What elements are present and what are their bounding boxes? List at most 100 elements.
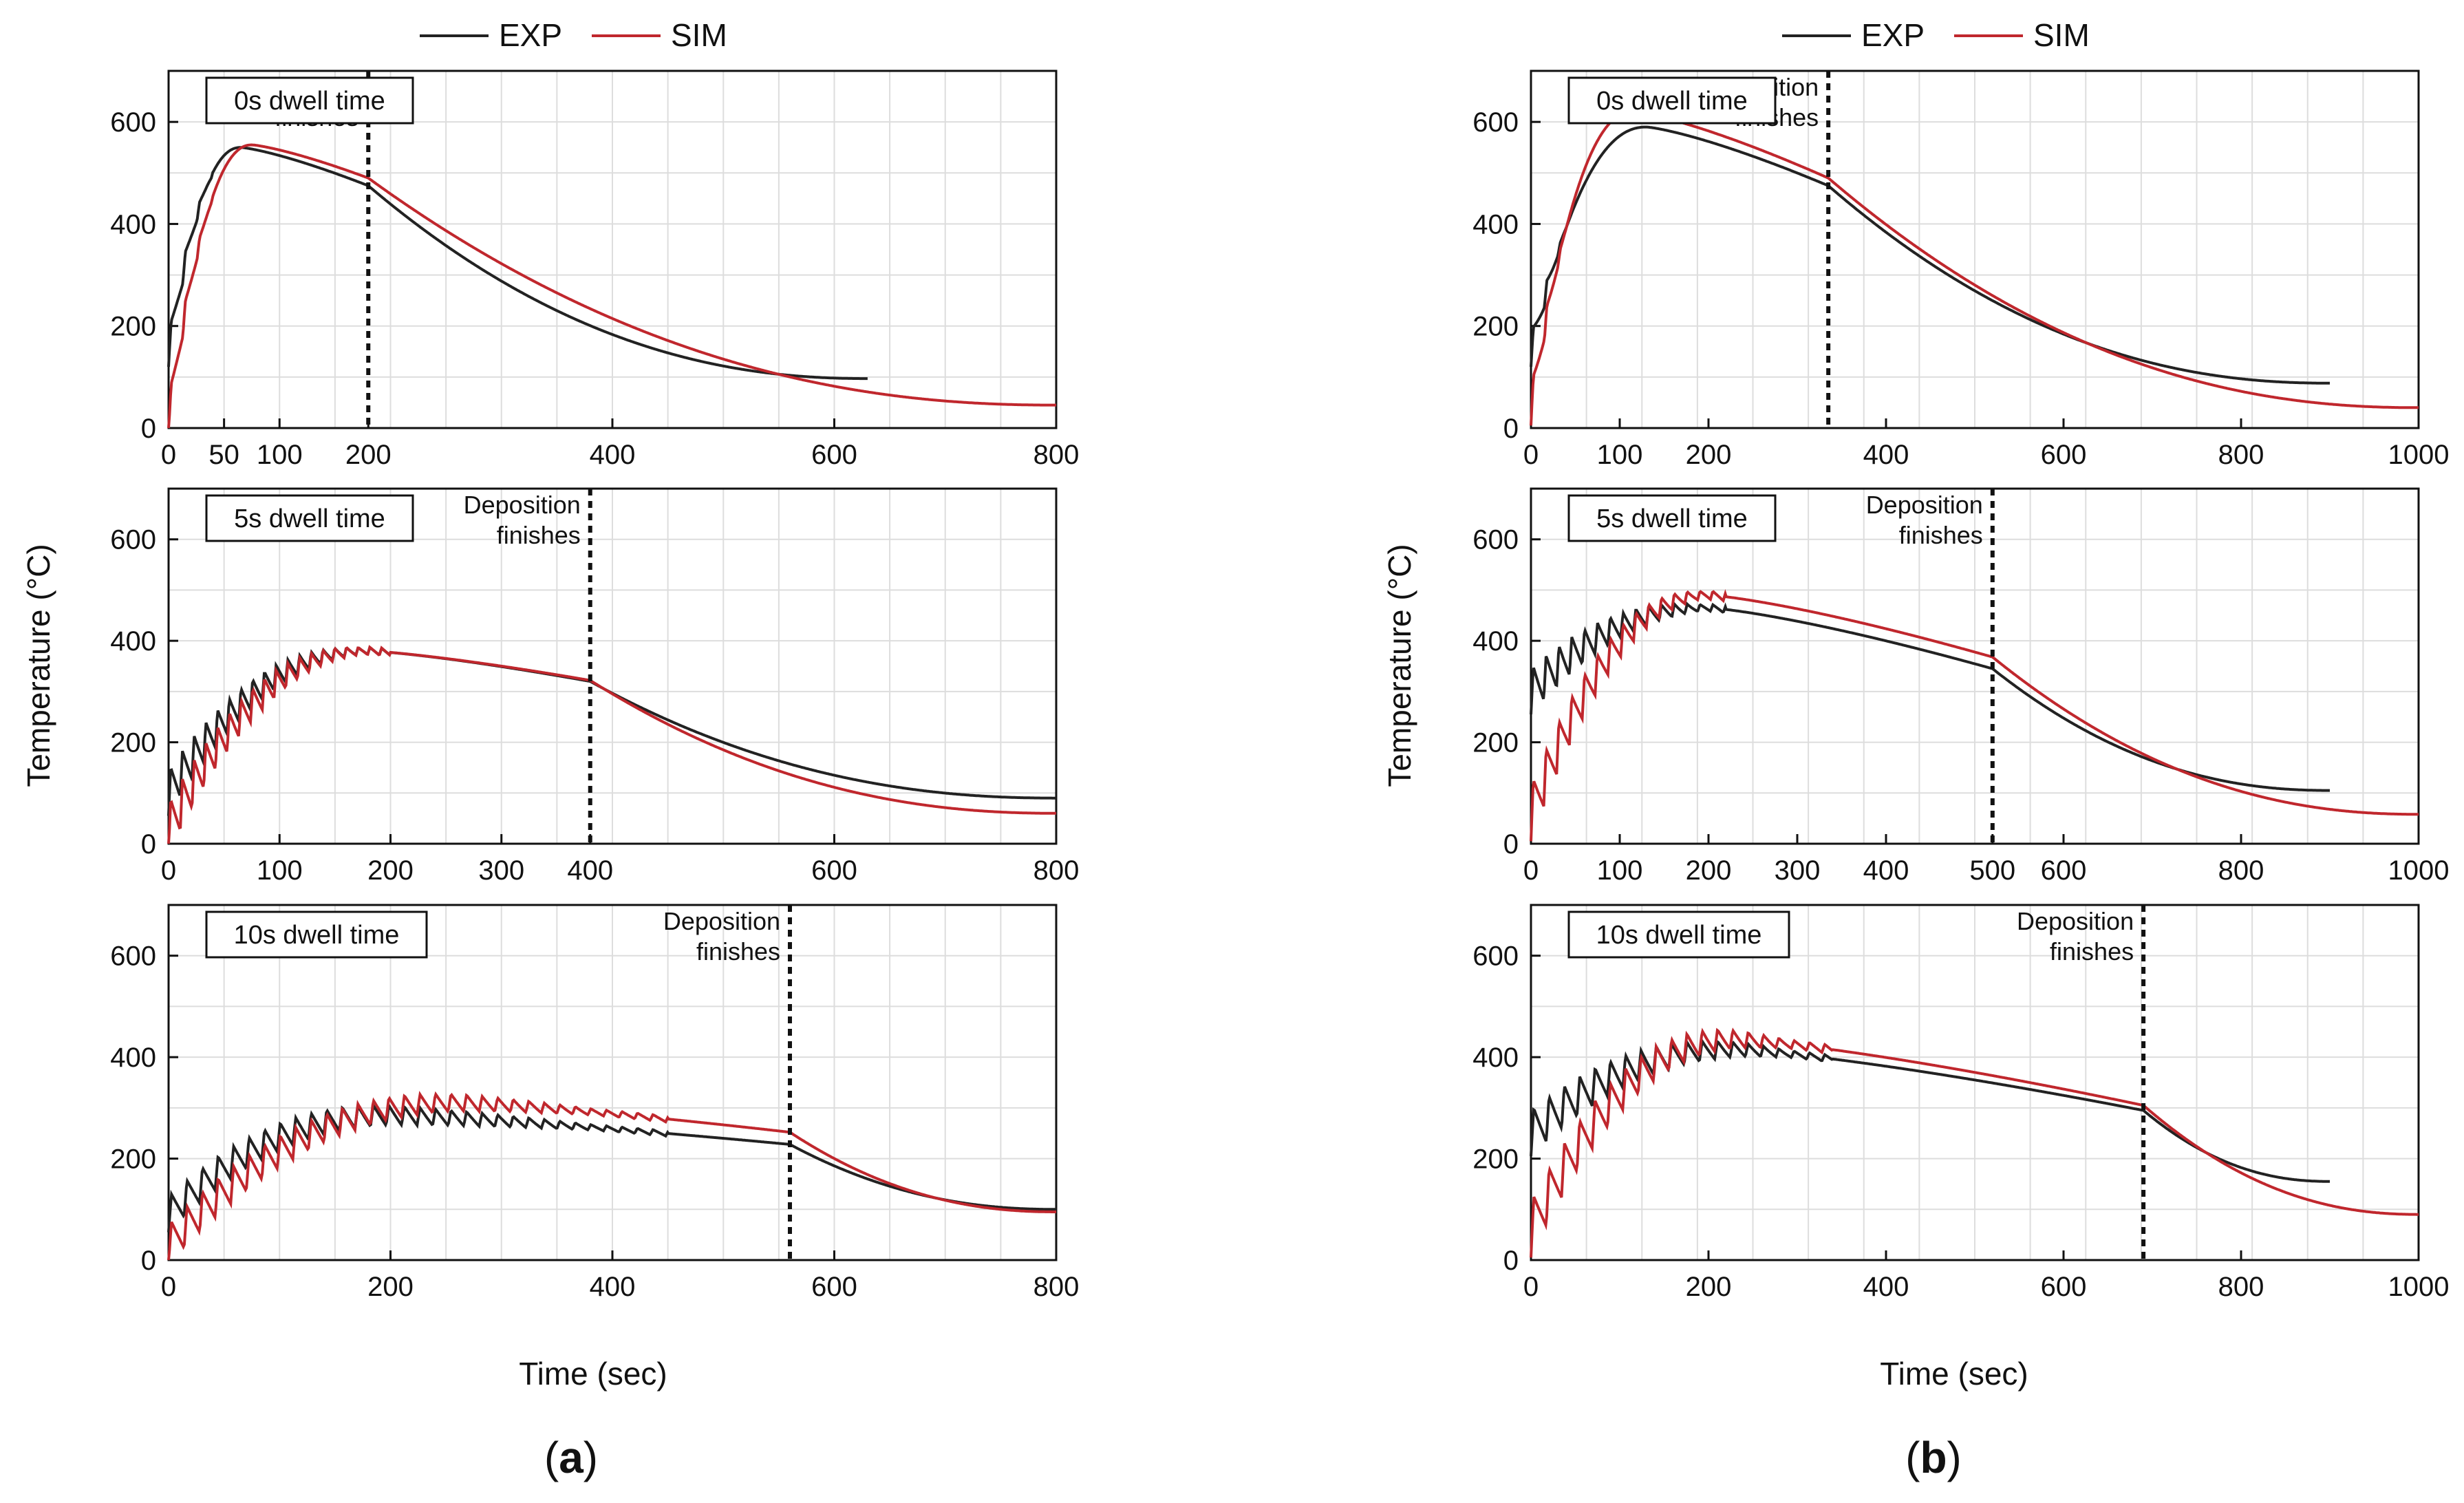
x-tick-label: 1000	[2388, 855, 2450, 886]
series-exp-line	[167, 1102, 1056, 1233]
deposition-annotation-line1: Deposition	[2017, 907, 2134, 935]
subplot-b-2: 0 200 400 600 0 200 400 600 800 1000 Depositionfin…	[1472, 904, 2450, 1302]
x-tick-label: 800	[1033, 1272, 1080, 1302]
x-tick-label: 200	[1686, 440, 1732, 470]
y-tick-label: 200	[110, 1144, 156, 1175]
x-tick-label: 0	[161, 440, 176, 470]
y-tick-label: 0	[1503, 1246, 1519, 1276]
panel-caption-a: (a)	[544, 1433, 598, 1482]
axes-frame	[167, 487, 1058, 845]
y-tick-label: 600	[110, 941, 156, 972]
dwell-time-label: 10s dwell time	[205, 910, 428, 959]
legend-b: EXP SIM	[1782, 17, 2090, 53]
x-tick-label: 300	[478, 855, 524, 886]
dwell-time-label: 5s dwell time	[1567, 494, 1777, 542]
y-tick-label: 400	[110, 1043, 156, 1073]
dwell-time-box	[1567, 494, 1777, 542]
dwell-time-label: 5s dwell time	[205, 494, 414, 542]
series-sim-line	[167, 1091, 1056, 1261]
legend-a: EXP SIM	[420, 17, 727, 53]
x-tick-label: 200	[345, 440, 392, 470]
x-tick-label: 200	[367, 1272, 414, 1302]
series-sim-line	[167, 143, 1056, 429]
dwell-time-text: 5s dwell time	[234, 504, 385, 533]
series-exp-line	[1530, 125, 2330, 385]
panel-caption-letter: a	[559, 1433, 583, 1482]
y-tick-label: 0	[141, 829, 156, 860]
x-tick-label: 400	[567, 855, 613, 886]
dwell-time-box	[1567, 910, 1790, 959]
dwell-time-text: 10s dwell time	[1596, 921, 1762, 950]
series-exp-line	[1530, 1037, 2330, 1183]
x-tick-label: 0	[1523, 855, 1539, 886]
subplot-a-0: 0200400600050100200400600800Depositionfi…	[110, 70, 1080, 470]
x-tick-label: 800	[1033, 855, 1080, 886]
y-tick-label: 200	[1472, 1144, 1519, 1175]
x-tick-label: 0	[161, 1272, 176, 1302]
grid	[1531, 71, 2419, 428]
y-tick-label: 600	[110, 107, 156, 138]
x-tick-label: 400	[1863, 440, 1909, 470]
dwell-time-box	[205, 494, 414, 542]
axes-frame	[1530, 487, 2420, 845]
subplot-b-0: 020040060001002004006008001000Deposition…	[1472, 70, 2449, 470]
series-exp-line	[167, 146, 868, 381]
y-axis-title-a: Temperature (°C)	[21, 544, 56, 787]
x-tick-label: 1000	[2388, 1272, 2450, 1302]
dwell-time-text: 0s dwell time	[234, 87, 385, 116]
y-tick-label: 0	[1503, 414, 1519, 444]
x-tick-label: 600	[811, 855, 857, 886]
deposition-annotation-line2: finishes	[696, 937, 780, 966]
y-tick-label: 200	[1472, 312, 1519, 342]
legend-sim-label: SIM	[671, 17, 727, 53]
axes-frame	[1530, 70, 2420, 429]
x-tick-label: 100	[257, 855, 303, 886]
dwell-time-label: 0s dwell time	[1567, 76, 1777, 125]
legend-sim-label: SIM	[2033, 17, 2090, 53]
y-tick-label: 400	[1472, 626, 1519, 657]
x-tick-label: 500	[1969, 855, 2015, 886]
x-tick-label: 300	[1775, 855, 1821, 886]
x-tick-label: 600	[811, 1272, 857, 1302]
x-tick-label: 800	[2218, 1272, 2264, 1302]
y-axis-title-b: Temperature (°C)	[1382, 544, 1417, 787]
x-tick-label: 400	[590, 1272, 636, 1302]
x-axis-title-b: Time (sec)	[1880, 1356, 2028, 1392]
x-tick-label: 400	[590, 440, 636, 470]
y-tick-label: 600	[1472, 525, 1519, 555]
x-tick-label: 400	[1863, 1272, 1909, 1302]
dwell-time-box	[205, 76, 414, 125]
deposition-annotation-line1: Deposition	[464, 491, 581, 519]
dwell-time-text: 10s dwell time	[234, 921, 400, 950]
x-tick-label: 800	[1033, 440, 1080, 470]
dwell-time-label: 10s dwell time	[1567, 910, 1790, 959]
y-tick-label: 400	[1472, 209, 1519, 239]
x-tick-label: 800	[2218, 440, 2264, 470]
x-tick-label: 200	[1686, 855, 1732, 886]
x-tick-label: 600	[2041, 855, 2087, 886]
y-tick-label: 600	[110, 525, 156, 555]
y-tick-label: 200	[1472, 728, 1519, 758]
x-tick-label: 600	[811, 440, 857, 470]
deposition-annotation-line1: Deposition	[663, 907, 780, 935]
y-tick-label: 400	[110, 626, 156, 657]
x-tick-label: 600	[2041, 440, 2087, 470]
x-tick-label: 50	[208, 440, 239, 470]
subplot-b-1: 0 200 400 600 0 100 200 300 400 500 600 800 1000 Depo…	[1472, 487, 2450, 886]
deposition-annotation-line2: finishes	[1899, 521, 1983, 549]
series-exp-line	[1530, 601, 2330, 792]
x-tick-label: 800	[2218, 855, 2264, 886]
x-tick-label: 0	[161, 855, 176, 886]
subplot-a-2: 0 200 400 600 0 200 400 600 800 Depositionfinishe…	[110, 904, 1080, 1302]
y-tick-label: 0	[141, 1246, 156, 1276]
y-tick-label: 0	[141, 414, 156, 444]
dwell-time-label: 0s dwell time	[205, 76, 414, 125]
grid	[1531, 905, 2419, 1260]
x-tick-label: 0	[1523, 440, 1539, 470]
legend-exp-label: EXP	[1861, 17, 1925, 53]
panel-caption-b: (b)	[1905, 1433, 1962, 1482]
y-tick-label: 200	[110, 312, 156, 342]
y-tick-label: 600	[1472, 941, 1519, 972]
